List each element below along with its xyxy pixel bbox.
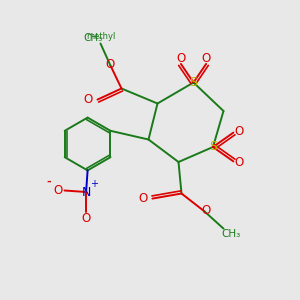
Text: N: N	[81, 185, 91, 199]
Text: +: +	[91, 178, 98, 189]
Text: O: O	[202, 52, 211, 65]
Text: O: O	[235, 124, 244, 138]
Text: CH₃: CH₃	[83, 33, 103, 43]
Text: O: O	[138, 192, 147, 205]
Text: O: O	[176, 52, 185, 65]
Text: O: O	[201, 203, 210, 217]
Text: methyl: methyl	[86, 32, 115, 41]
Text: O: O	[235, 156, 244, 170]
Text: CH₃: CH₃	[221, 229, 241, 239]
Text: -: -	[46, 176, 51, 187]
Text: O: O	[82, 212, 91, 225]
Text: O: O	[53, 184, 62, 197]
Text: S: S	[209, 140, 217, 154]
Text: S: S	[190, 76, 197, 89]
Text: O: O	[83, 93, 92, 106]
Text: O: O	[105, 58, 114, 71]
